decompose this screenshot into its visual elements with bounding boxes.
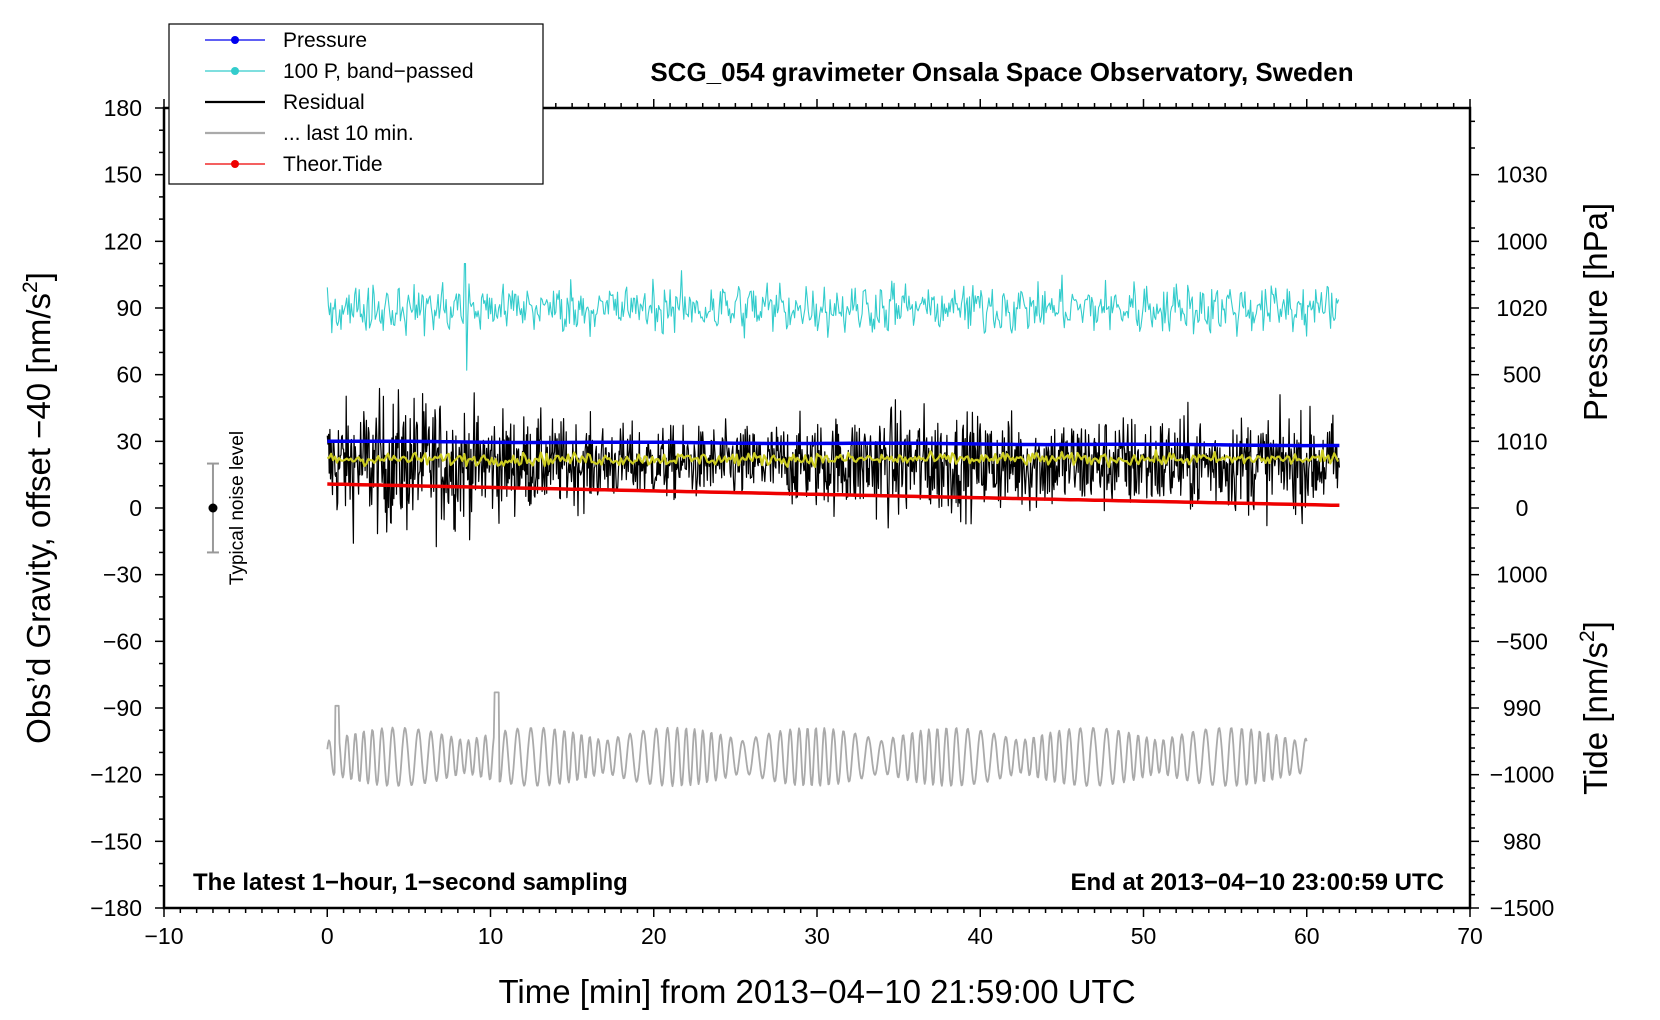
bandpassed-pressure-series xyxy=(326,263,1340,371)
x-tick-label: 40 xyxy=(967,923,993,949)
x-tick-label: −10 xyxy=(144,923,183,949)
y-tick-label: −120 xyxy=(90,762,142,788)
y-tick-label: 90 xyxy=(116,295,142,321)
noise-center-dot xyxy=(208,503,218,513)
noise-indicator: Typical noise level xyxy=(206,431,248,585)
residual-smoothed-series xyxy=(327,449,1340,469)
x-tick-label: 50 xyxy=(1131,923,1157,949)
legend-marker-1 xyxy=(231,67,239,75)
x-tick-label: 70 xyxy=(1457,923,1483,949)
legend-marker-0 xyxy=(231,36,239,44)
x-axis-title: Time [min] from 2013−04−10 21:59:00 UTC xyxy=(498,973,1135,1010)
tide-tick-label: 1000 xyxy=(1496,228,1547,254)
pressure-tick-label: 1030 xyxy=(1496,162,1547,188)
x-tick-label: 30 xyxy=(804,923,830,949)
tick-labels: −10 0 10 20 30 40 50 60 701801501209060300−30−60… xyxy=(90,95,1554,949)
pressure-tick-label: 990 xyxy=(1503,695,1541,721)
legend-label-3: ... last 10 min. xyxy=(283,122,414,145)
tide-tick-label: −500 xyxy=(1496,628,1548,654)
legend-label-0: Pressure xyxy=(283,29,367,52)
x-tick-label: 10 xyxy=(478,923,504,949)
axis-ticks xyxy=(155,99,1479,917)
y-tick-label: −60 xyxy=(103,628,142,654)
y-axis-title-left-sup: 2 xyxy=(19,281,42,293)
y-axis-title-left-main: Obs’d Gravity, offset −40 [nm/s xyxy=(20,293,57,744)
y-tick-label: 120 xyxy=(104,228,142,254)
pressure-tick-label: 1010 xyxy=(1496,428,1547,454)
x-tick-label: 0 xyxy=(321,923,334,949)
y-tick-label: −180 xyxy=(90,895,142,921)
tide-tick-label: 0 xyxy=(1516,495,1529,521)
y-tick-label: 30 xyxy=(116,428,142,454)
noise-label: Typical noise level xyxy=(227,431,248,585)
legend-label-1: 100 P, band−passed xyxy=(283,60,474,83)
x-tick-label: 20 xyxy=(641,923,667,949)
y-tick-label: −30 xyxy=(103,562,142,588)
y-axis-title-left-close: ] xyxy=(20,272,57,281)
pressure-tick-label: 1000 xyxy=(1496,562,1547,588)
chart-title: SCG_054 gravimeter Onsala Space Observat… xyxy=(650,57,1353,87)
tide-tick-label: −1000 xyxy=(1490,762,1555,788)
last-10-min-series xyxy=(326,691,1308,788)
end-time-note: End at 2013−04−10 23:00:59 UTC xyxy=(1070,869,1444,896)
y-tick-label: −90 xyxy=(103,695,142,721)
y-tick-label: 180 xyxy=(104,95,142,121)
legend-label-4: Theor.Tide xyxy=(283,153,383,176)
y-axis-title-tide-main: Tide [nm/s xyxy=(1577,642,1614,795)
y-axis-title-pressure: Pressure [hPa] xyxy=(1577,203,1614,421)
y-tick-label: 0 xyxy=(129,495,142,521)
y-axis-title-left: Obs’d Gravity, offset −40 [nm/s2] xyxy=(19,272,57,744)
sampling-note: The latest 1−hour, 1−second sampling xyxy=(193,869,628,896)
theoretical-tide-series xyxy=(327,482,1340,508)
y-axis-title-tide-close: ] xyxy=(1577,621,1614,630)
pressure-tick-label: 980 xyxy=(1503,828,1541,854)
legend: Pressure 100 P, band−passed Residual ... la… xyxy=(168,23,544,185)
series-layer xyxy=(326,263,1340,788)
x-tick-label: 60 xyxy=(1294,923,1320,949)
y-tick-label: 150 xyxy=(104,162,142,188)
pressure-tick-label: 1020 xyxy=(1496,295,1547,321)
tide-tick-label: 500 xyxy=(1503,362,1541,388)
legend-box xyxy=(168,23,544,185)
legend-label-2: Residual xyxy=(283,91,365,114)
tide-tick-label: −1500 xyxy=(1490,895,1555,921)
pressure-series xyxy=(327,439,1340,448)
y-axis-title-tide: Tide [nm/s2] xyxy=(1576,621,1614,795)
y-tick-label: 60 xyxy=(116,362,142,388)
y-tick-label: −150 xyxy=(90,828,142,854)
legend-marker-4 xyxy=(231,160,239,168)
y-axis-title-tide-sup: 2 xyxy=(1576,630,1599,642)
